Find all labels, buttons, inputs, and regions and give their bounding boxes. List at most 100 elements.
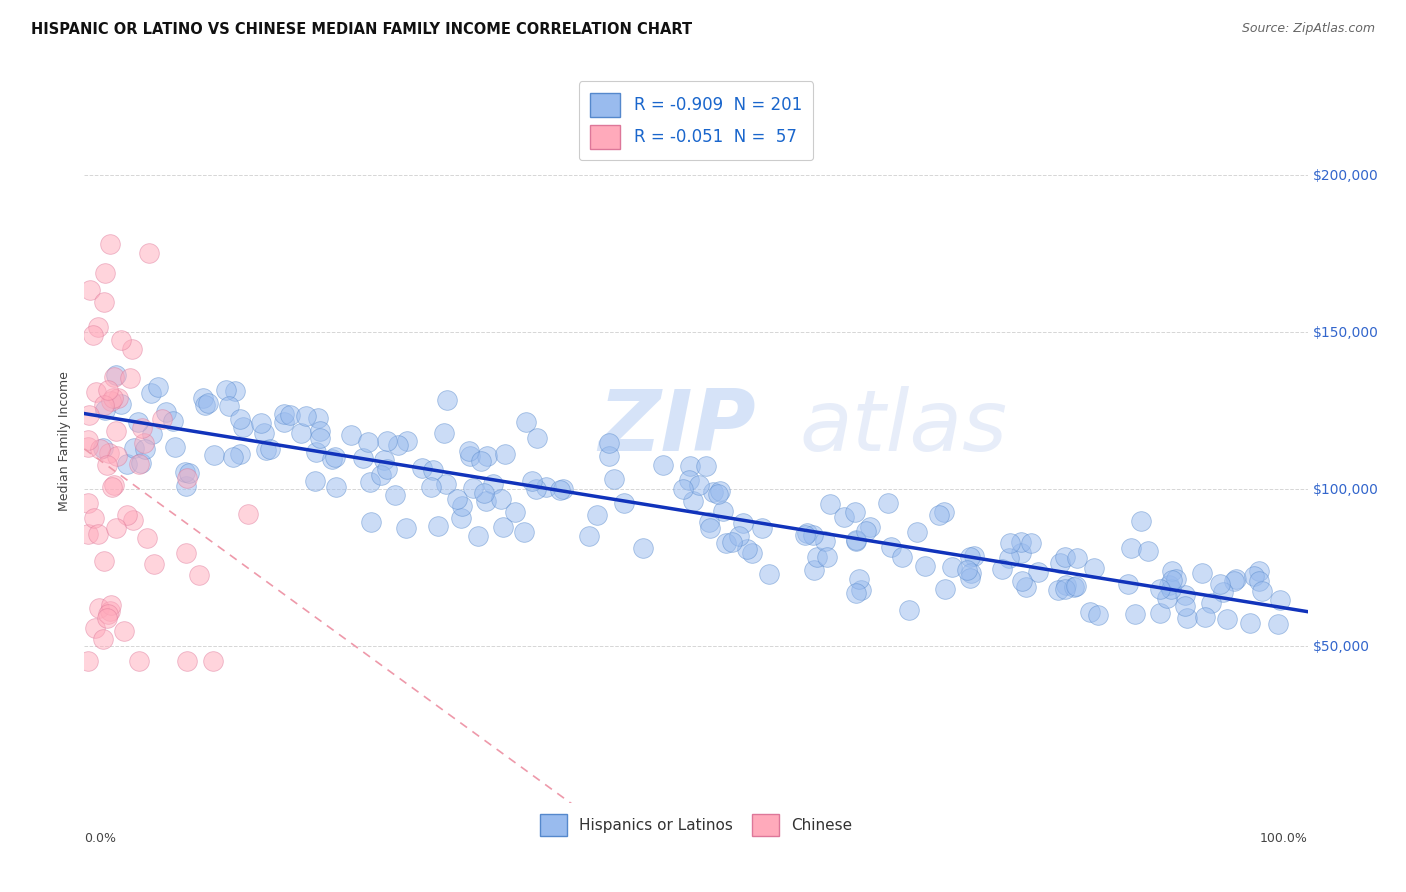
- Point: [91, 632, 114, 646]
- Point: [436, 392, 458, 407]
- Point: [1118, 576, 1140, 591]
- Point: [1194, 609, 1216, 624]
- Point: [79, 283, 101, 297]
- Point: [707, 486, 730, 500]
- Point: [218, 399, 240, 413]
- Point: [411, 461, 433, 475]
- Point: [526, 431, 548, 445]
- Point: [127, 415, 149, 429]
- Point: [1053, 550, 1076, 565]
- Point: [959, 549, 981, 564]
- Point: [162, 414, 184, 428]
- Point: [450, 511, 472, 525]
- Point: [176, 471, 198, 485]
- Point: [1026, 566, 1049, 580]
- Point: [524, 482, 547, 496]
- Point: [1156, 591, 1178, 605]
- Point: [470, 454, 492, 468]
- Point: [122, 441, 145, 455]
- Point: [905, 524, 928, 539]
- Point: [1267, 617, 1289, 632]
- Point: [97, 383, 120, 397]
- Point: [163, 440, 186, 454]
- Point: [758, 567, 780, 582]
- Point: [375, 434, 398, 448]
- Point: [177, 466, 200, 480]
- Point: [419, 480, 441, 494]
- Point: [472, 486, 495, 500]
- Point: [254, 442, 277, 457]
- Point: [1063, 580, 1085, 594]
- Point: [880, 540, 903, 554]
- Point: [1225, 572, 1247, 586]
- Point: [1149, 582, 1171, 596]
- Point: [250, 416, 273, 430]
- Point: [202, 448, 225, 462]
- Point: [849, 583, 872, 598]
- Point: [1066, 551, 1088, 566]
- Point: [796, 526, 818, 541]
- Point: [522, 474, 544, 488]
- Point: [1011, 574, 1033, 588]
- Point: [1223, 574, 1246, 588]
- Point: [832, 510, 855, 524]
- Point: [1137, 543, 1160, 558]
- Point: [117, 508, 139, 522]
- Point: [458, 450, 481, 464]
- Point: [141, 427, 163, 442]
- Point: [115, 457, 138, 471]
- Text: Source: ZipAtlas.com: Source: ZipAtlas.com: [1241, 22, 1375, 36]
- Point: [845, 533, 868, 548]
- Point: [434, 476, 457, 491]
- Point: [96, 458, 118, 473]
- Point: [1250, 583, 1272, 598]
- Point: [859, 520, 882, 534]
- Point: [891, 549, 914, 564]
- Point: [475, 449, 498, 463]
- Point: [467, 529, 489, 543]
- Point: [1054, 578, 1077, 592]
- Point: [148, 380, 170, 394]
- Point: [136, 532, 159, 546]
- Point: [278, 408, 301, 422]
- Point: [733, 516, 755, 530]
- Point: [100, 598, 122, 612]
- Point: [475, 494, 498, 508]
- Point: [991, 562, 1014, 576]
- Point: [325, 480, 347, 494]
- Point: [803, 563, 825, 577]
- Point: [107, 449, 129, 463]
- Point: [384, 488, 406, 502]
- Point: [914, 558, 936, 573]
- Point: [155, 405, 177, 419]
- Point: [1083, 561, 1105, 575]
- Point: [134, 442, 156, 456]
- Point: [702, 485, 724, 500]
- Point: [1123, 607, 1146, 621]
- Point: [387, 438, 409, 452]
- Point: [121, 342, 143, 356]
- Point: [93, 294, 115, 309]
- Point: [815, 549, 838, 564]
- Point: [97, 607, 120, 621]
- Point: [897, 603, 920, 617]
- Point: [77, 527, 100, 541]
- Point: [697, 515, 720, 529]
- Point: [132, 435, 155, 450]
- Point: [321, 451, 343, 466]
- Point: [174, 546, 197, 560]
- Point: [253, 425, 276, 440]
- Point: [224, 384, 246, 399]
- Point: [1047, 582, 1070, 597]
- Point: [122, 513, 145, 527]
- Point: [1216, 612, 1239, 626]
- Point: [482, 477, 505, 491]
- Point: [720, 534, 742, 549]
- Point: [633, 541, 655, 556]
- Point: [290, 426, 312, 441]
- Point: [100, 393, 122, 408]
- Point: [598, 450, 620, 464]
- Point: [876, 496, 898, 510]
- Point: [491, 491, 513, 506]
- Point: [741, 546, 763, 560]
